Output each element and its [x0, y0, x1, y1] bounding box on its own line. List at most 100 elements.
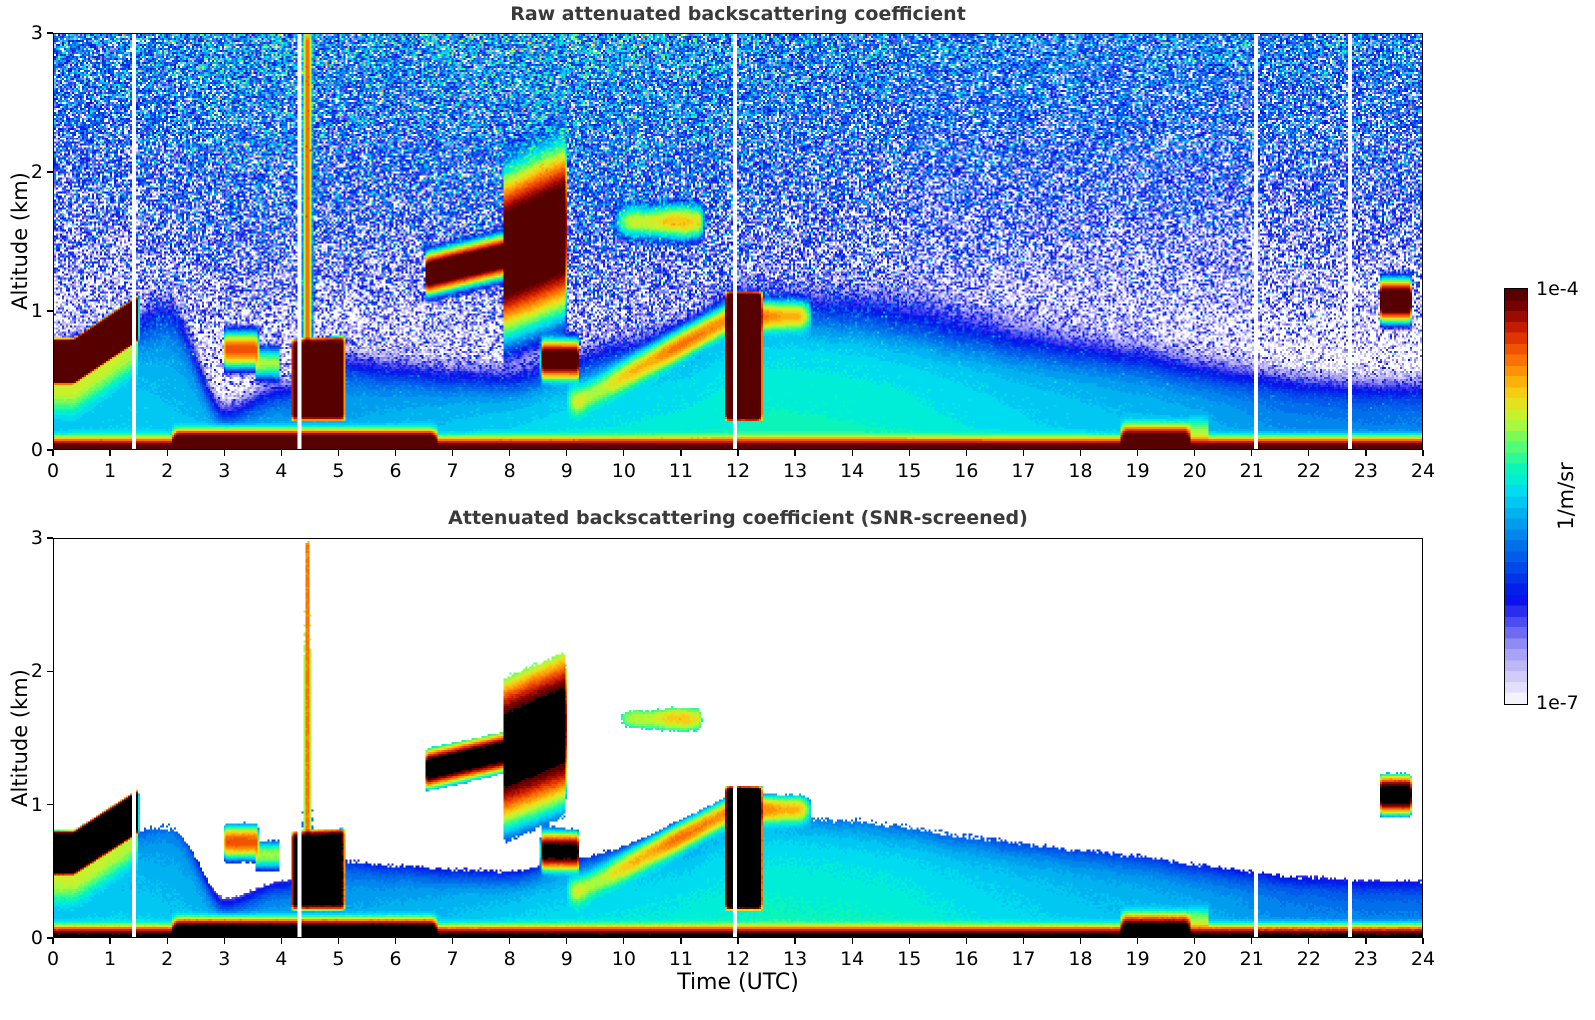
x-tick-label: 24: [1410, 460, 1436, 482]
x-tick-label: 18: [1068, 460, 1093, 482]
x-tick-mark: [1079, 450, 1082, 456]
x-tick-mark: [1136, 450, 1139, 456]
y-tick-mark: [47, 449, 53, 451]
x-tick-label: 8: [503, 460, 516, 482]
y-axis-label-screened: Altitude (km): [8, 669, 32, 807]
x-tick-mark: [394, 450, 397, 456]
x-tick-mark: [1079, 938, 1082, 944]
x-tick-mark: [908, 450, 910, 456]
colorbar[interactable]: [1504, 288, 1528, 705]
x-axis-label: Time (UTC): [677, 970, 799, 995]
x-tick-label: 3: [218, 460, 231, 482]
x-tick-mark: [737, 938, 739, 944]
x-tick-label: 20: [1182, 460, 1207, 482]
x-tick-mark: [394, 938, 397, 944]
x-tick-mark: [1422, 938, 1424, 944]
x-tick-mark: [280, 938, 282, 944]
x-tick-label: 21: [1239, 948, 1264, 970]
x-tick-label: 7: [446, 948, 459, 970]
x-tick-mark: [908, 938, 910, 944]
x-tick-mark: [965, 450, 967, 456]
x-tick-label: 0: [46, 948, 60, 970]
x-tick-label: 9: [560, 948, 573, 970]
x-tick-label: 12: [725, 948, 751, 970]
x-tick-mark: [794, 450, 796, 456]
panel-title-raw: Raw attenuated backscattering coefficien…: [510, 3, 966, 25]
x-tick-label: 13: [782, 948, 808, 970]
x-tick-mark: [1022, 938, 1025, 944]
x-tick-label: 20: [1182, 948, 1207, 970]
x-tick-label: 6: [389, 948, 402, 970]
y-tick-label: 1: [30, 300, 43, 322]
heatmap-raw: [54, 34, 1422, 449]
colorbar-gradient: [1505, 289, 1527, 704]
x-tick-label: 15: [897, 948, 922, 970]
x-tick-mark: [1365, 450, 1367, 456]
x-tick-label: 13: [782, 460, 808, 482]
x-tick-label: 11: [668, 948, 693, 970]
x-tick-label: 4: [275, 948, 288, 970]
x-tick-label: 4: [275, 460, 288, 482]
x-tick-mark: [1308, 938, 1310, 944]
x-tick-mark: [109, 450, 111, 456]
x-tick-label: 1: [104, 460, 117, 482]
x-tick-mark: [223, 450, 225, 456]
x-tick-mark: [1422, 450, 1424, 456]
x-tick-label: 14: [840, 460, 865, 482]
x-tick-label: 14: [840, 948, 865, 970]
x-tick-mark: [166, 450, 168, 456]
x-tick-label: 23: [1353, 460, 1378, 482]
x-tick-mark: [680, 938, 682, 944]
x-tick-label: 0: [46, 460, 60, 482]
y-tick-label: 3: [30, 527, 43, 549]
x-tick-label: 2: [161, 948, 174, 970]
x-tick-label: 24: [1410, 948, 1436, 970]
x-tick-label: 12: [725, 460, 751, 482]
x-tick-label: 8: [503, 948, 516, 970]
x-tick-label: 10: [611, 948, 636, 970]
x-tick-mark: [337, 450, 340, 456]
x-tick-label: 2: [161, 460, 174, 482]
x-tick-mark: [1136, 938, 1139, 944]
y-tick-mark: [47, 171, 53, 173]
x-tick-label: 1: [104, 948, 117, 970]
y-tick-label: 0: [30, 439, 43, 461]
x-tick-label: 18: [1068, 948, 1093, 970]
x-tick-mark: [680, 450, 682, 456]
x-tick-mark: [509, 938, 511, 944]
colorbar-max-label: 1e-4: [1536, 278, 1579, 300]
x-tick-label: 10: [611, 460, 636, 482]
y-axis-label-raw: Altitude (km): [8, 172, 32, 310]
x-tick-label: 6: [389, 460, 402, 482]
x-tick-mark: [166, 938, 168, 944]
x-tick-label: 17: [1011, 460, 1036, 482]
x-tick-label: 9: [560, 460, 573, 482]
x-tick-label: 11: [668, 460, 693, 482]
x-tick-label: 17: [1011, 948, 1036, 970]
x-tick-mark: [52, 450, 54, 456]
x-tick-label: 23: [1353, 948, 1378, 970]
x-tick-mark: [1308, 450, 1310, 456]
y-tick-mark: [47, 670, 53, 672]
y-tick-label: 2: [30, 660, 43, 683]
x-tick-mark: [566, 938, 568, 944]
x-tick-label: 7: [446, 460, 459, 482]
x-tick-label: 15: [897, 460, 922, 482]
x-tick-mark: [451, 938, 454, 944]
plot-area-raw[interactable]: [53, 33, 1423, 450]
x-tick-mark: [566, 450, 568, 456]
y-tick-label: 3: [30, 22, 43, 44]
x-tick-mark: [623, 450, 625, 456]
y-tick-label: 0: [30, 927, 43, 949]
x-tick-mark: [851, 450, 853, 456]
colorbar-min-label: 1e-7: [1536, 692, 1579, 714]
plot-area-screened[interactable]: [53, 538, 1423, 938]
x-tick-label: 19: [1125, 460, 1150, 482]
x-tick-label: 3: [218, 948, 231, 970]
x-tick-mark: [1194, 938, 1196, 944]
x-tick-label: 16: [954, 948, 979, 970]
y-tick-mark: [47, 32, 53, 34]
x-tick-label: 22: [1296, 460, 1321, 482]
x-tick-label: 22: [1296, 948, 1321, 970]
x-tick-mark: [1022, 450, 1025, 456]
